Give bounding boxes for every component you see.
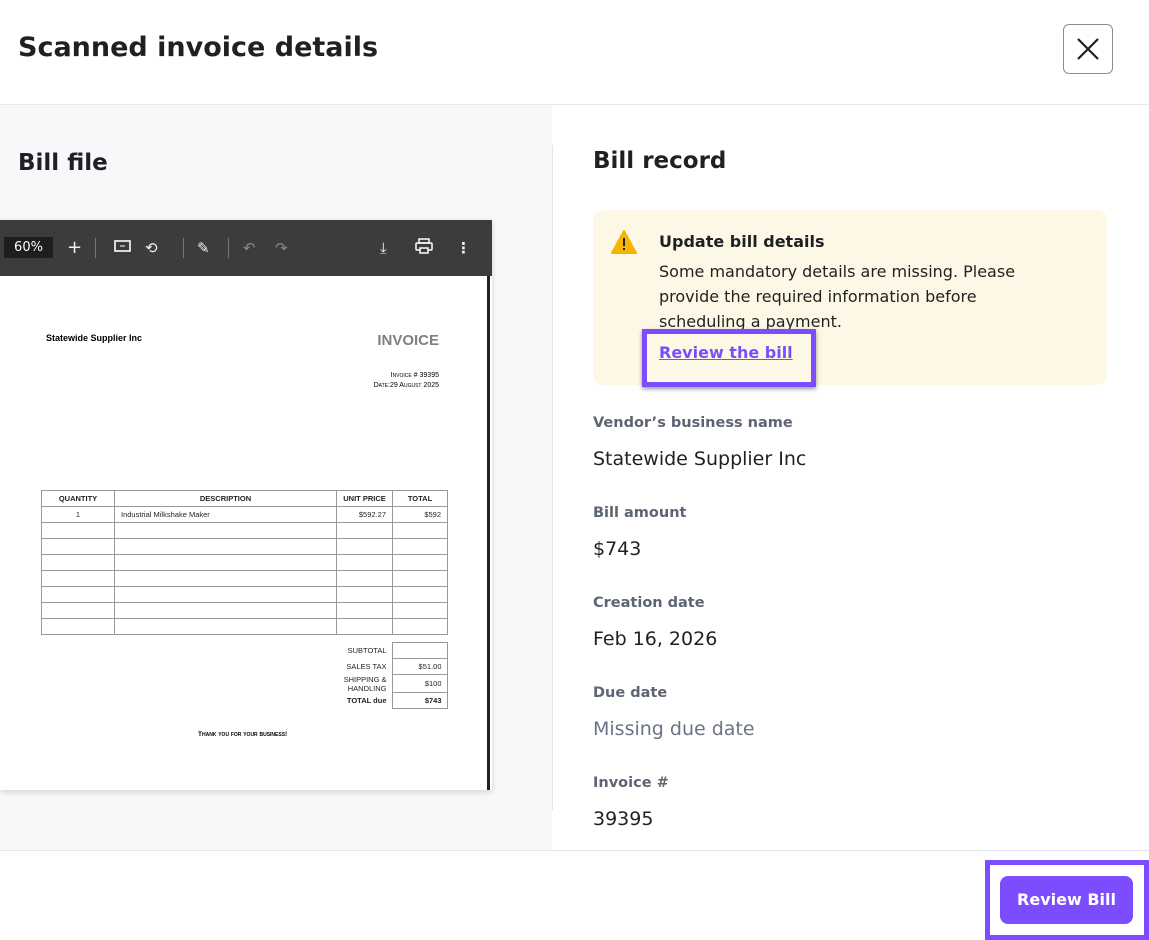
pdf-viewer: 60% + ⟲ ✎ ↶ ↷ ⤓ ⋮ Statewide Supplier Inc… [0,220,492,790]
page-title: Scanned invoice details [18,32,379,63]
redo-icon[interactable]: ↷ [275,239,288,257]
footer-divider [0,850,1149,851]
invoice-page: Statewide Supplier Inc INVOICE Invoice #… [0,276,490,790]
zoom-level-input[interactable]: 60% [4,237,53,258]
col-header: DESCRIPTION [114,490,337,507]
download-icon[interactable]: ⤓ [380,239,387,257]
table-row [41,602,448,619]
total-label: SUBTOTAL [347,646,387,655]
cell-total: $592 [392,506,448,523]
vendor-name-value: Statewide Supplier Inc [593,448,807,470]
cell-quantity: 1 [41,506,115,523]
invoice-items-table: QUANTITY DESCRIPTION UNIT PRICE TOTAL 1 … [41,490,448,635]
pdf-toolbar: 60% + ⟲ ✎ ↶ ↷ ⤓ ⋮ [0,220,492,276]
table-row [41,522,448,539]
total-label: SHIPPING & HANDLING [343,674,387,693]
review-bill-button[interactable]: Review Bill [1000,876,1133,924]
table-header-row: QUANTITY DESCRIPTION UNIT PRICE TOTAL [41,490,448,507]
draw-icon[interactable]: ✎ [197,239,210,257]
table-row [41,538,448,555]
table-row [41,570,448,587]
highlight-box [642,329,816,387]
invoice-number-value: 39395 [593,808,654,830]
alert-body: Some mandatory details are missing. Plea… [659,262,1016,331]
invoice-heading: INVOICE [377,332,439,349]
fit-page-icon[interactable] [114,238,132,258]
due-date-value: Missing due date [593,718,755,740]
update-bill-alert: Update bill details Some mandatory detai… [593,210,1107,385]
review-the-bill-link[interactable]: Review the bill [659,343,793,362]
invoice-totals: SUBTOTAL SALES TAX $51.00 SHIPPING & HAND… [300,642,448,709]
header-divider [0,104,1149,105]
bill-amount-label: Bill amount [593,505,687,521]
highlight-box [985,860,1149,940]
bill-file-title: Bill file [18,150,108,176]
undo-icon[interactable]: ↶ [243,239,256,257]
invoice-vendor: Statewide Supplier Inc [46,333,143,343]
col-header: QUANTITY [41,490,115,507]
total-value [391,642,448,659]
cell-description: Industrial Milkshake Maker [114,506,337,523]
col-header: TOTAL [392,490,448,507]
bill-record-title: Bill record [593,148,727,174]
table-row [41,554,448,571]
thank-you-note: Thank you for your business! [198,731,288,738]
creation-date-label: Creation date [593,595,705,611]
col-header: UNIT PRICE [336,490,393,507]
table-row: 1 Industrial Milkshake Maker $592.27 $59… [41,506,448,523]
toolbar-separator [228,238,229,258]
toolbar-separator [95,238,96,258]
alert-title: Update bill details [659,232,825,251]
total-value: $743 [391,692,448,709]
close-button[interactable] [1063,24,1113,74]
bill-amount-value: $743 [593,538,642,560]
due-date-label: Due date [593,685,668,701]
rotate-icon[interactable]: ⟲ [145,239,158,257]
close-icon [1077,38,1099,60]
total-label: TOTAL due [346,696,387,705]
invoice-number-label: Invoice # [593,775,669,791]
vendor-name-label: Vendor’s business name [593,415,793,431]
table-row [41,586,448,603]
total-label: SALES TAX [346,662,387,671]
cell-unit-price: $592.27 [336,506,393,523]
print-icon[interactable] [415,238,433,259]
total-value: $51.00 [391,658,448,675]
toolbar-separator [183,238,184,258]
invoice-number: Invoice # 39395 [390,372,439,379]
panel-divider [552,145,553,810]
table-row [41,618,448,635]
creation-date-value: Feb 16, 2026 [593,628,718,650]
total-value: $100 [391,674,448,693]
plus-icon[interactable]: + [67,237,83,258]
more-vert-icon[interactable]: ⋮ [456,239,471,257]
invoice-date: Date:29 August 2025 [373,382,439,389]
warning-icon [611,230,637,254]
